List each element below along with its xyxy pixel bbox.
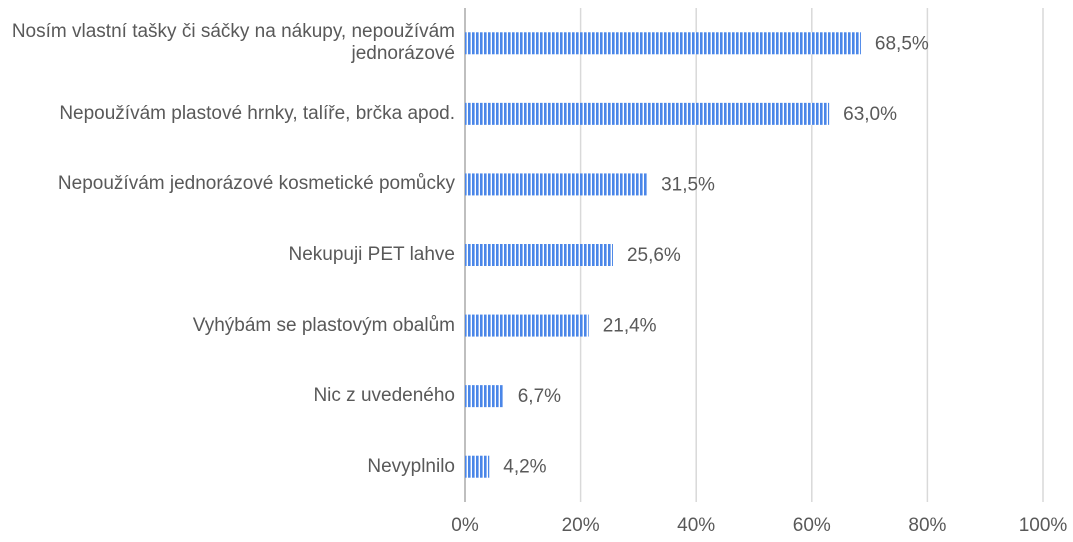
value-label: 4,2% bbox=[503, 457, 546, 478]
bar bbox=[465, 314, 589, 337]
bar bbox=[465, 455, 490, 478]
value-label: 25,6% bbox=[627, 245, 681, 266]
x-tick-label: 20% bbox=[562, 515, 600, 536]
category-label: Nosím vlastní tašky či sáčky na nákupy, … bbox=[11, 21, 455, 65]
x-tick-label: 0% bbox=[451, 515, 479, 536]
value-label: 68,5% bbox=[875, 33, 929, 54]
category-label: Nepoužívám plastové hrnky, talíře, brčka… bbox=[59, 102, 455, 124]
category-label: Nepoužívám jednorázové kosmetické pomůck… bbox=[57, 173, 455, 195]
value-label: 63,0% bbox=[843, 104, 897, 125]
category-label: Nevyplnilo bbox=[367, 455, 455, 477]
bar bbox=[465, 385, 504, 408]
value-label: 31,5% bbox=[661, 174, 715, 195]
bar bbox=[465, 32, 861, 55]
bar bbox=[465, 102, 830, 125]
x-tick-label: 40% bbox=[677, 515, 715, 536]
bar bbox=[465, 173, 648, 196]
category-label: Nekupuji PET lahve bbox=[288, 244, 455, 265]
category-label: Vyhýbám se plastovým obalům bbox=[192, 314, 455, 336]
x-tick-label: 100% bbox=[1019, 515, 1068, 536]
bar bbox=[465, 244, 613, 266]
x-tick-label: 60% bbox=[793, 515, 831, 536]
value-label: 21,4% bbox=[603, 316, 657, 337]
value-label: 6,7% bbox=[518, 386, 561, 407]
category-label: Nic z uvedeného bbox=[313, 385, 455, 407]
x-tick-label: 80% bbox=[908, 515, 946, 536]
